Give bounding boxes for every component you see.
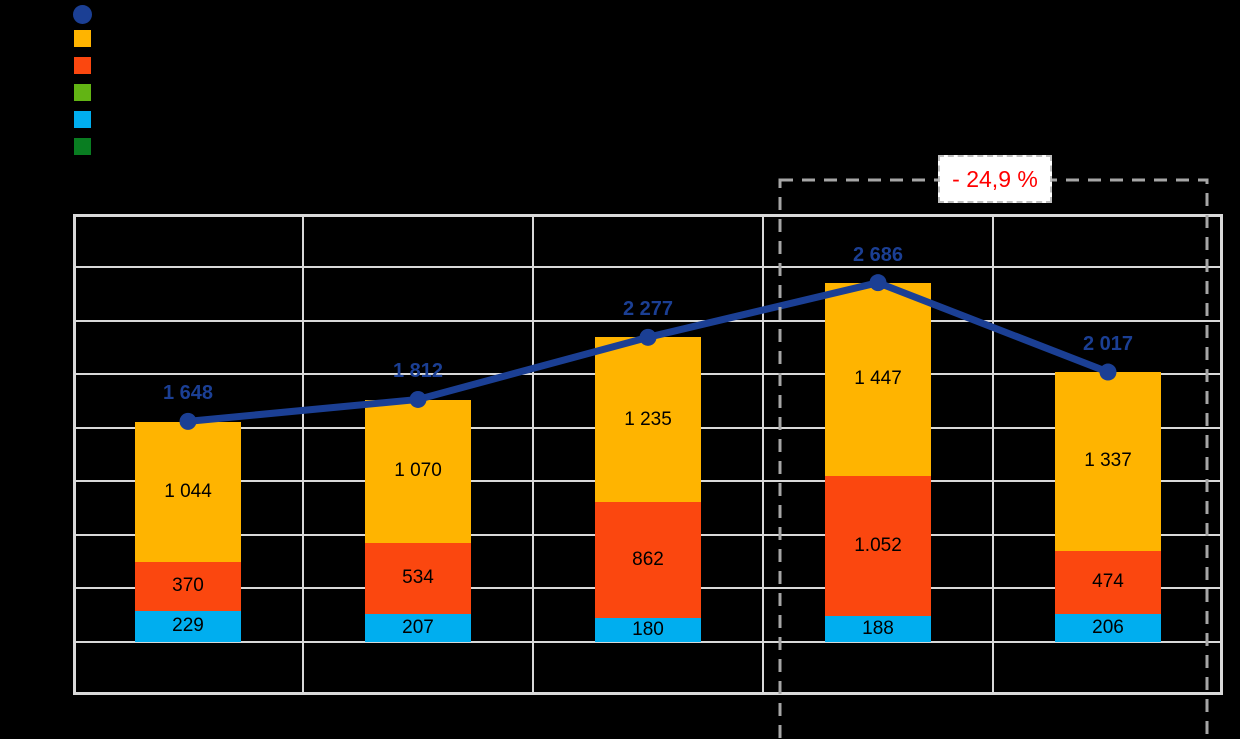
line-value-label: 1 812 bbox=[392, 360, 444, 383]
legend-marker-cyan-series bbox=[74, 111, 91, 128]
plot-border-left bbox=[73, 214, 76, 695]
legend-marker-amber-series bbox=[74, 30, 91, 47]
bar-value-label: 1 044 bbox=[164, 480, 212, 502]
bar-segment-cyan-series bbox=[595, 617, 701, 642]
plot-area: 229 370 1 044 207 534 1 070 180 862 1 235 188 1.05… bbox=[73, 214, 1223, 695]
plot-border-right bbox=[1220, 214, 1223, 695]
line-value-label: 2 277 bbox=[622, 298, 674, 321]
legend-marker-total-line bbox=[73, 5, 92, 24]
bar-value-label: 1 235 bbox=[624, 408, 672, 430]
line-value-label: 1 648 bbox=[162, 382, 214, 405]
bar-value-label: 229 bbox=[172, 615, 204, 637]
total-line-layer bbox=[179, 274, 1117, 430]
gridline-horizontal bbox=[73, 266, 1223, 269]
chart-legend bbox=[0, 0, 400, 170]
legend-marker-green-series bbox=[74, 84, 91, 101]
gridline-horizontal bbox=[73, 319, 1223, 322]
bar-segment-orange-series bbox=[365, 542, 471, 614]
bar-segment-cyan-series bbox=[135, 610, 241, 642]
gridline-vertical bbox=[302, 214, 304, 695]
legend-marker-orange-series bbox=[74, 57, 91, 74]
bar-segment-amber-series bbox=[365, 399, 471, 543]
bar-segment-orange-series bbox=[135, 561, 241, 611]
line-value-label: 2 686 bbox=[852, 243, 904, 266]
line-marker bbox=[409, 390, 427, 408]
annotation-box: - 24,9 % bbox=[938, 155, 1052, 203]
bar-value-label: 180 bbox=[632, 618, 664, 640]
bar-segment-amber-series bbox=[135, 422, 241, 562]
line-marker bbox=[179, 412, 197, 430]
bar-value-label: 370 bbox=[172, 575, 204, 597]
legend-marker-dark-green-series bbox=[74, 138, 91, 155]
bar-segment-amber-series bbox=[595, 337, 701, 503]
line-marker bbox=[1099, 363, 1117, 381]
bar-segment-orange-series bbox=[595, 502, 701, 618]
bar-value-label: 862 bbox=[632, 548, 664, 570]
line-marker bbox=[869, 274, 887, 292]
gridline-vertical bbox=[762, 214, 764, 695]
bar-value-label: 207 bbox=[402, 616, 434, 638]
plot-border-top bbox=[73, 214, 1223, 217]
plot-border-bottom bbox=[73, 692, 1223, 695]
bar-value-label: 1 070 bbox=[394, 460, 442, 482]
line-value-label: 2 017 bbox=[1082, 333, 1134, 356]
bar-value-label: 534 bbox=[402, 567, 434, 589]
gridline-vertical bbox=[532, 214, 534, 695]
bar-segment-cyan-series bbox=[365, 613, 471, 642]
line-marker bbox=[639, 328, 657, 346]
annotation-text: - 24,9 % bbox=[952, 165, 1038, 192]
gridline-horizontal bbox=[73, 640, 1223, 643]
